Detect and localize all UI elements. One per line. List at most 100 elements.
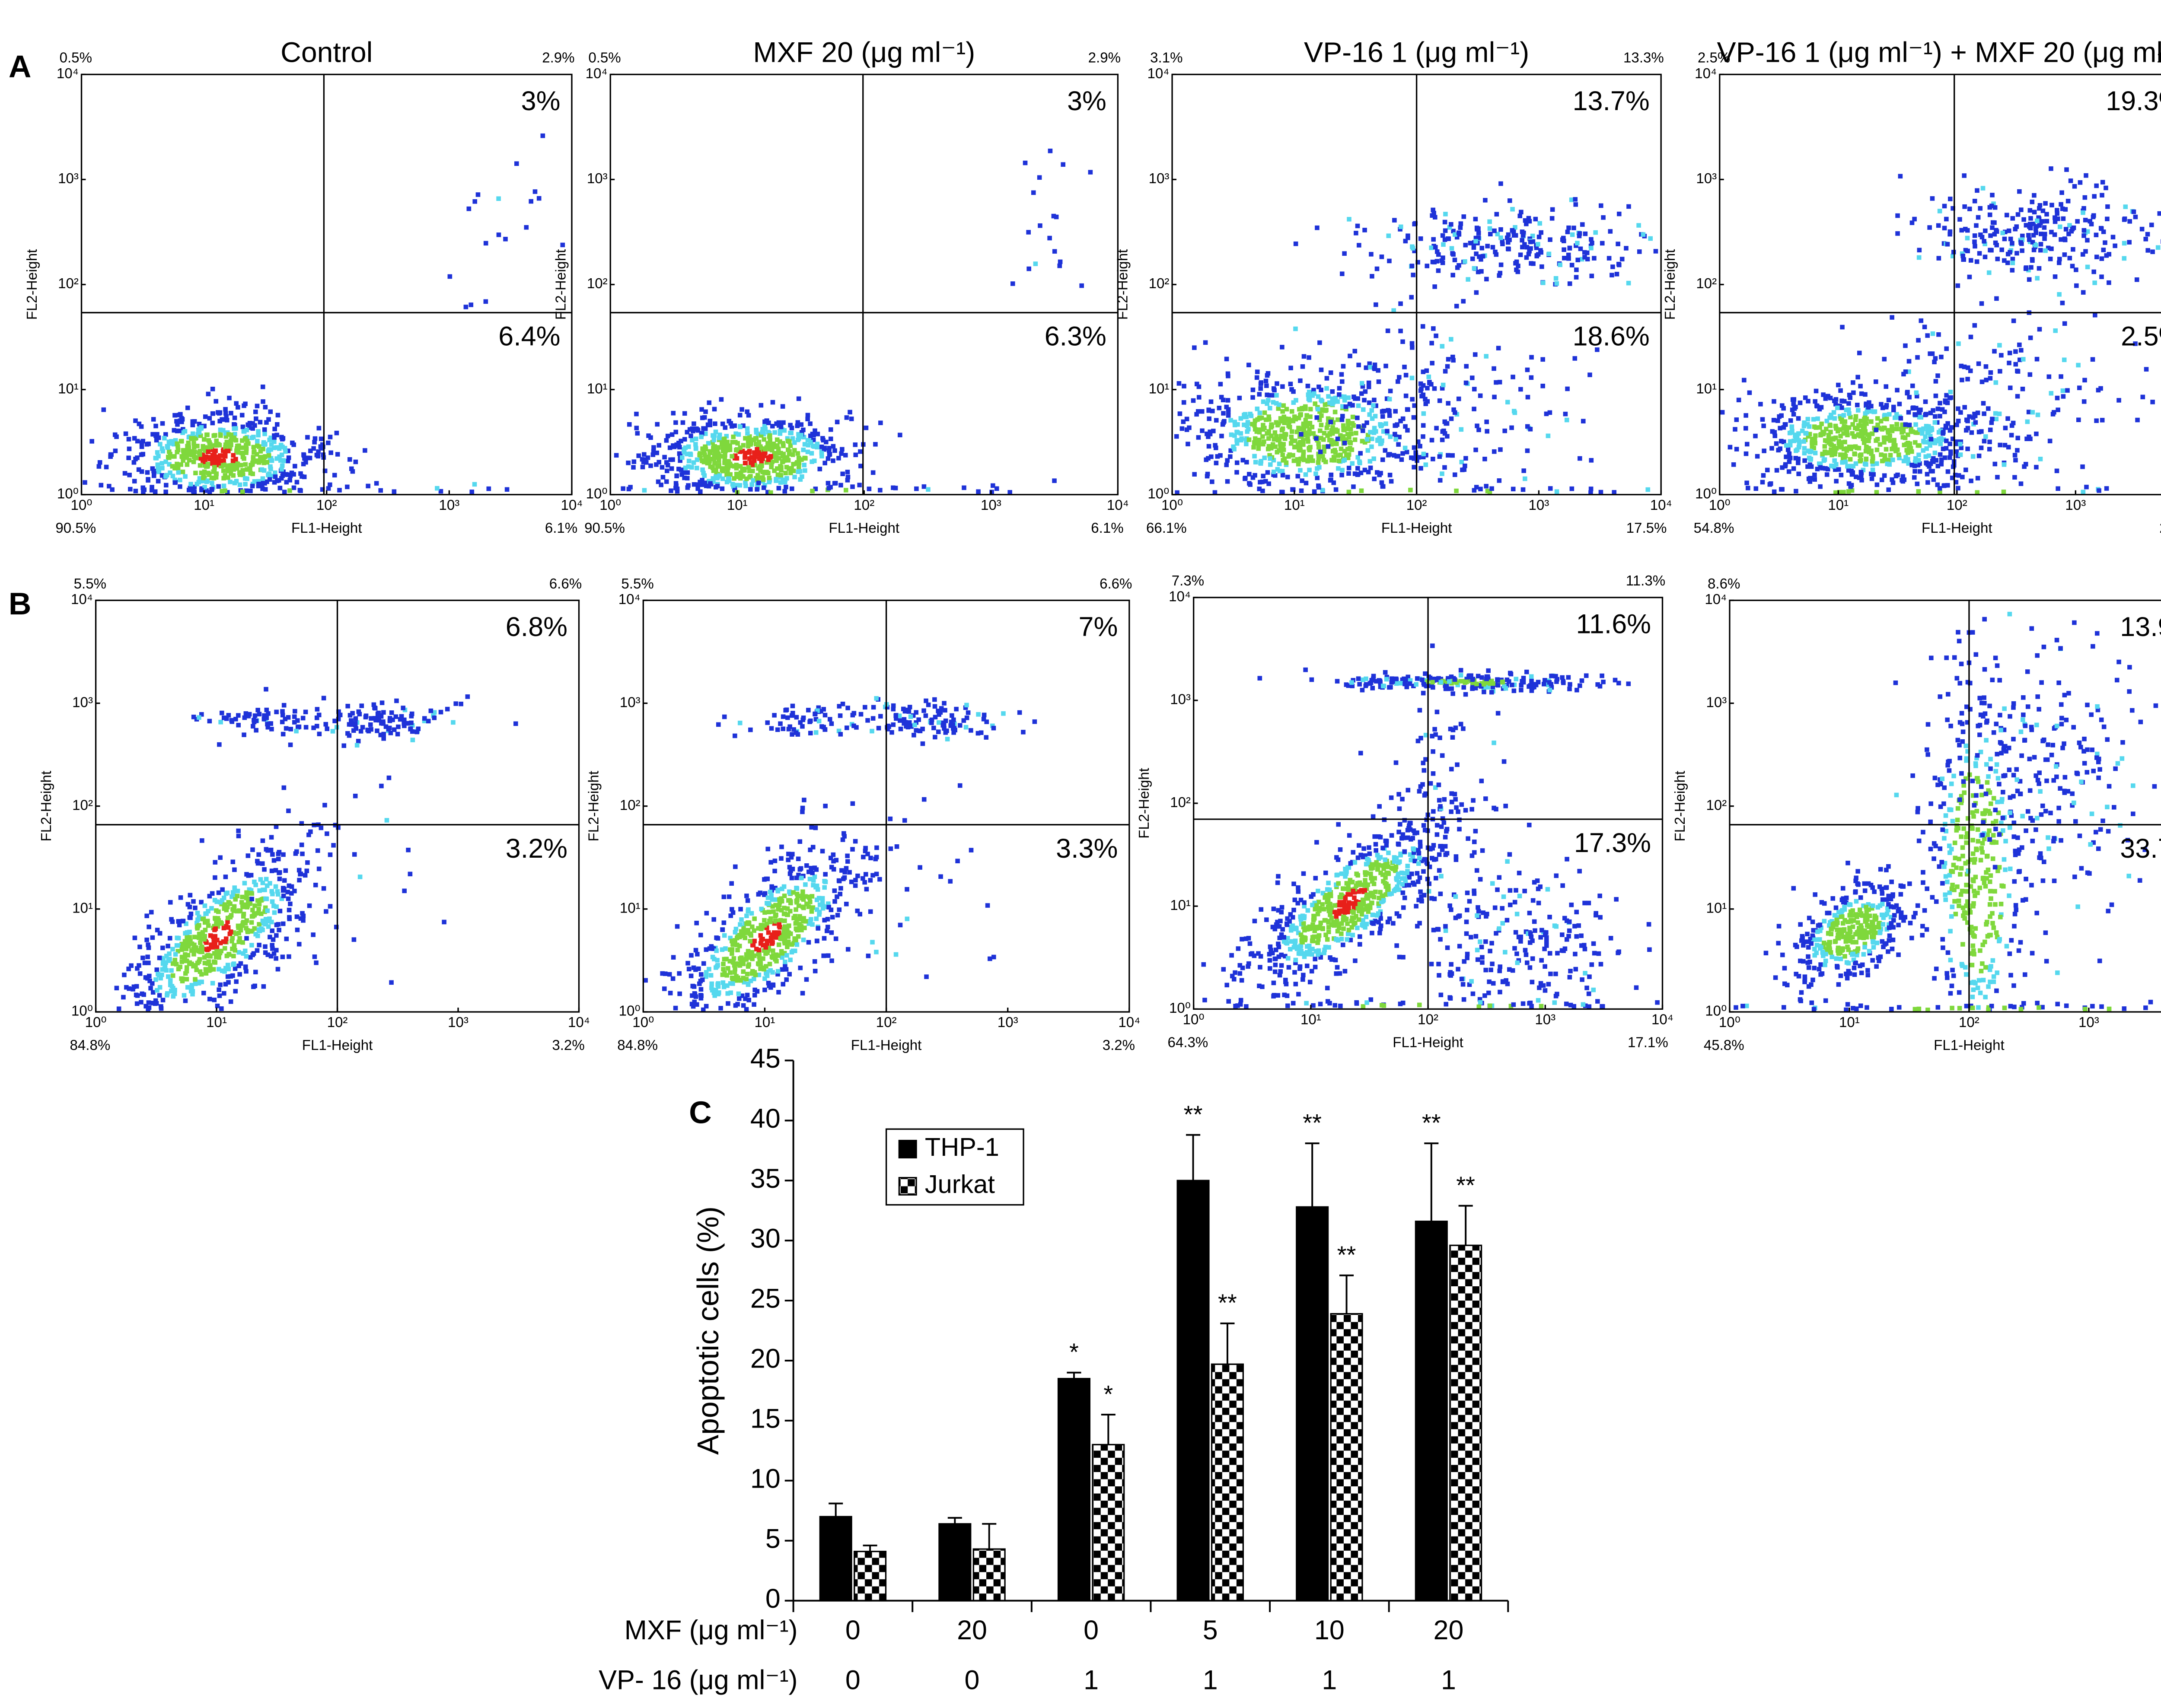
event-dot [1187,426,1192,430]
event-dot [1410,341,1415,346]
event-dot [147,1000,151,1005]
event-dot [768,890,773,894]
event-dot [1333,450,1338,455]
event-dot [712,407,717,412]
event-dot [192,943,197,948]
event-dot [1023,161,1028,165]
event-dot [1790,407,1795,412]
event-dot [1436,268,1441,273]
event-dot [1589,246,1594,251]
event-dot [2105,216,2110,221]
event-dot [211,433,216,438]
event-dot [2067,256,2072,261]
event-dot [1916,338,1921,343]
event-dot [2035,219,2040,223]
event-dot [1791,397,1796,402]
event-dot [704,947,709,952]
event-dot [240,413,245,418]
event-dot [695,466,699,471]
event-dot [1976,361,1981,366]
event-dot [448,274,453,279]
event-dot [1796,471,1801,476]
event-dot [366,484,370,489]
event-dot [1255,375,1259,380]
event-dot [1221,420,1226,425]
event-dot [229,442,233,447]
event-dot [239,451,244,455]
event-dot [1333,427,1338,432]
event-dot [826,486,831,491]
event-dot [1441,261,1445,265]
event-dot [1575,241,1580,245]
event-dot [200,838,204,843]
event-dot [168,936,172,941]
event-dot [1472,407,1476,411]
event-dot [249,943,254,948]
event-dot [1357,243,1361,248]
event-dot [1483,198,1488,203]
event-dot [472,482,477,487]
event-dot [2100,418,2105,423]
event-dot [1917,255,1922,260]
event-dot [708,457,712,461]
event-dot [303,873,308,878]
event-dot [1355,472,1360,477]
event-dot [1900,478,1904,483]
event-dot [185,406,190,410]
event-dot [1412,465,1416,470]
event-dot [2036,413,2040,417]
event-dot [188,482,193,487]
event-dot [1498,235,1503,240]
event-dot [98,460,102,465]
event-dot [1048,149,1053,153]
event-dot [288,902,293,906]
event-dot [226,475,230,480]
event-dot [1476,428,1481,433]
event-dot [1554,276,1559,281]
event-dot [752,916,757,921]
event-dot [1295,474,1300,479]
event-dot [797,465,801,470]
event-dot [140,956,145,961]
event-dot [1903,422,1908,427]
event-dot [375,716,379,721]
x-tick-label: 10¹ [1284,497,1305,513]
event-dot [191,432,195,436]
event-dot [221,428,226,433]
event-dot [208,963,213,968]
event-dot [1261,474,1265,478]
event-dot [2059,374,2063,379]
event-dot [1225,458,1230,463]
event-dot [2081,490,2086,494]
event-dot [832,481,837,486]
event-dot [1315,226,1320,230]
event-dot [654,462,659,467]
event-dot [1859,470,1864,474]
event-dot [671,411,676,416]
event-dot [1982,411,1986,416]
event-dot [1838,388,1843,393]
event-dot [1823,444,1827,449]
event-dot [1226,398,1230,403]
event-dot [1808,450,1813,455]
event-dot [401,706,405,710]
event-dot [2094,418,2099,423]
event-dot [744,894,749,898]
event-dot [328,435,333,439]
x-tick-label: 10³ [1529,497,1549,513]
quadrant-percentage: 3% [521,86,561,116]
event-dot [1340,417,1345,422]
event-dot [405,721,410,726]
event-dot [1271,442,1275,447]
event-dot [1421,324,1425,329]
event-dot [190,987,194,992]
event-dot [824,440,829,445]
event-dot [229,974,233,979]
event-dot [188,893,193,897]
event-dot [1848,457,1853,462]
event-dot [293,709,297,714]
event-dot [278,909,283,913]
event-dot [1342,394,1347,399]
event-dot [816,887,820,892]
event-dot [1886,487,1891,492]
